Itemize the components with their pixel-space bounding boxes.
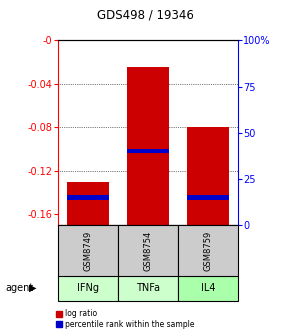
- Text: agent: agent: [6, 283, 34, 293]
- Text: GSM8749: GSM8749: [84, 231, 93, 271]
- Bar: [127, 68, 169, 225]
- Bar: [187, 127, 229, 225]
- Text: IFNg: IFNg: [77, 283, 99, 293]
- Bar: [118, 276, 178, 301]
- Text: GDS498 / 19346: GDS498 / 19346: [97, 9, 193, 22]
- Bar: [187, 195, 229, 200]
- Bar: [178, 225, 238, 277]
- Bar: [127, 149, 169, 153]
- Text: TNFa: TNFa: [136, 283, 160, 293]
- Legend: log ratio, percentile rank within the sample: log ratio, percentile rank within the sa…: [56, 309, 195, 329]
- Bar: [58, 276, 118, 301]
- Text: IL4: IL4: [201, 283, 215, 293]
- Text: GSM8759: GSM8759: [203, 231, 212, 271]
- Bar: [67, 195, 109, 200]
- Bar: [67, 182, 109, 225]
- Text: ▶: ▶: [29, 283, 37, 293]
- Bar: [58, 225, 118, 277]
- Text: GSM8754: GSM8754: [143, 231, 153, 271]
- Bar: [118, 225, 178, 277]
- Bar: [178, 276, 238, 301]
